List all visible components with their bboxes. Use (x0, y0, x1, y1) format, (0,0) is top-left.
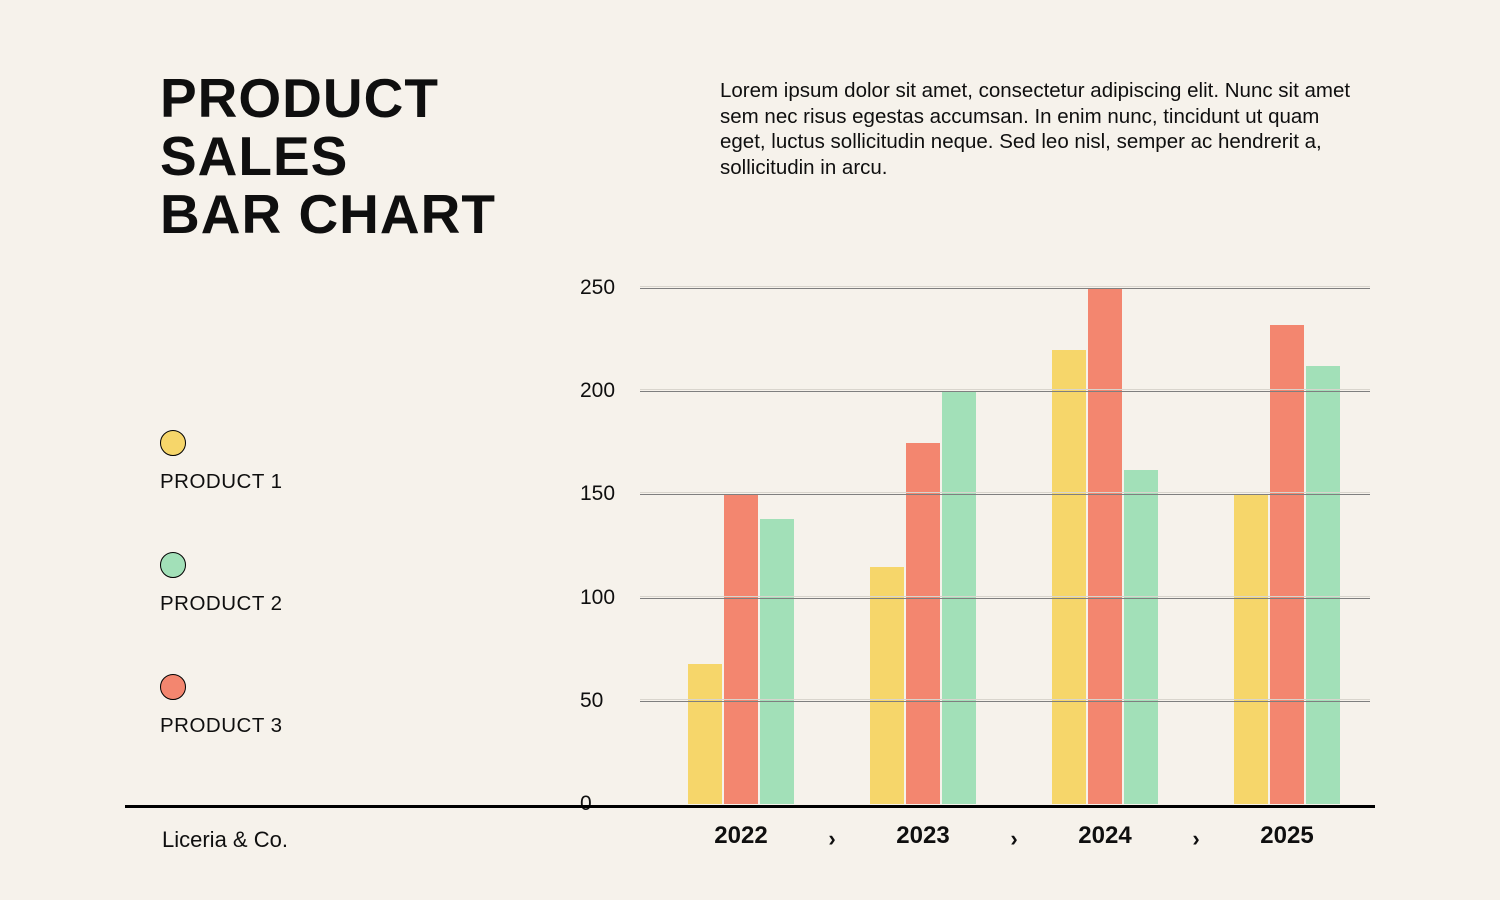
gridline-minor (640, 286, 1370, 287)
gridline-minor (640, 492, 1370, 493)
x-tick-label: 2023 (896, 822, 949, 850)
legend-label: PRODUCT 2 (160, 592, 283, 616)
legend-label: PRODUCT 3 (160, 714, 283, 738)
y-tick-label: 150 (580, 482, 630, 506)
y-tick-label: 50 (580, 689, 630, 713)
bar (760, 519, 794, 804)
gridline (640, 494, 1370, 495)
bar-chart: 050100150200250 (580, 288, 1370, 804)
page: PRODUCT SALES BAR CHART Lorem ipsum dolo… (0, 0, 1500, 900)
chevron-right-icon: › (1192, 826, 1199, 852)
company-name: Liceria & Co. (162, 827, 288, 853)
bar (688, 664, 722, 804)
bar (906, 443, 940, 804)
bar (724, 494, 758, 804)
page-title: PRODUCT SALES BAR CHART (160, 70, 496, 243)
gridline (640, 598, 1370, 599)
chevron-right-icon: › (828, 826, 835, 852)
bar (1052, 350, 1086, 804)
bar (1124, 470, 1158, 804)
y-tick-label: 0 (580, 792, 630, 816)
legend-item: PRODUCT 1 (160, 430, 283, 494)
y-tick-label: 100 (580, 586, 630, 610)
chevron-right-icon: › (1010, 826, 1017, 852)
bar (1088, 288, 1122, 804)
legend-swatch-icon (160, 674, 186, 700)
bar (870, 567, 904, 804)
description-text: Lorem ipsum dolor sit amet, consectetur … (720, 78, 1360, 181)
legend: PRODUCT 1 PRODUCT 2 PRODUCT 3 (160, 430, 283, 796)
gridline (640, 391, 1370, 392)
bar (1306, 366, 1340, 804)
chart-bars-layer (640, 288, 1370, 804)
legend-swatch-icon (160, 430, 186, 456)
gridline (640, 288, 1370, 289)
gridline-minor (640, 389, 1370, 390)
gridline (640, 701, 1370, 702)
footer: Liceria & Co. 2022 › 2023 › 2024 › 2025 (0, 822, 1500, 872)
legend-item: PRODUCT 2 (160, 552, 283, 616)
chart-baseline (125, 805, 1375, 808)
x-tick-label: 2024 (1078, 822, 1131, 850)
x-tick-label: 2022 (714, 822, 767, 850)
x-tick-label: 2025 (1260, 822, 1313, 850)
bar (1270, 325, 1304, 804)
legend-item: PRODUCT 3 (160, 674, 283, 738)
legend-label: PRODUCT 1 (160, 470, 283, 494)
legend-swatch-icon (160, 552, 186, 578)
gridline-minor (640, 699, 1370, 700)
x-axis-labels: 2022 › 2023 › 2024 › 2025 (640, 822, 1375, 872)
gridline-minor (640, 596, 1370, 597)
y-tick-label: 200 (580, 379, 630, 403)
bar (1234, 494, 1268, 804)
y-tick-label: 250 (580, 276, 630, 300)
